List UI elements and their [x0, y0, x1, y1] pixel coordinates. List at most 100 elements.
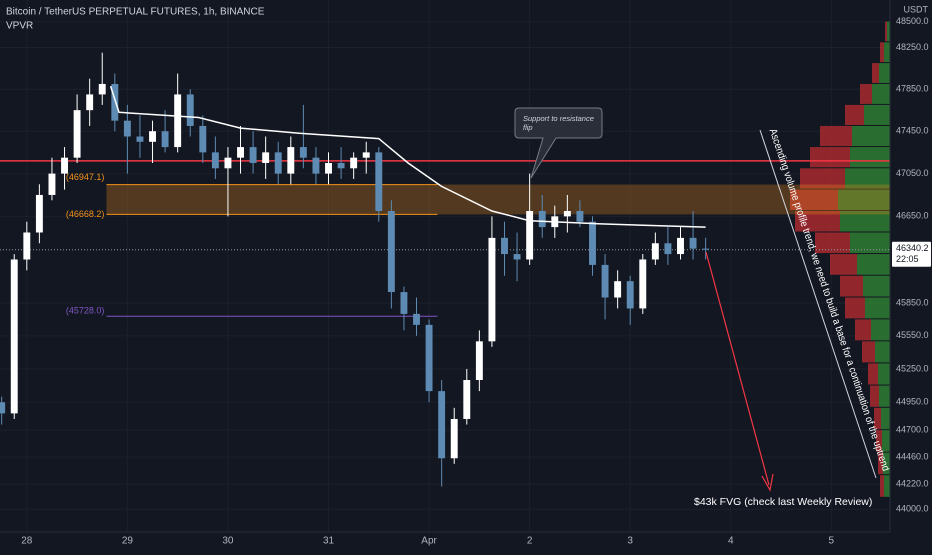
note-line: [759, 129, 877, 479]
candle-body: [626, 281, 634, 309]
profile-sell: [795, 210, 840, 232]
profile-buy: [850, 232, 890, 254]
profile-sell: [790, 189, 838, 210]
profile-buy: [852, 125, 890, 147]
candle-body: [538, 210, 546, 228]
profile-sell: [800, 168, 845, 189]
y-tick-label: 44460.0: [896, 451, 929, 461]
y-tick-label: 46650.0: [896, 211, 929, 221]
profile-sell: [870, 385, 879, 407]
candle-body: [362, 152, 370, 158]
profile-buy: [883, 452, 890, 475]
candle-body: [48, 173, 56, 195]
profile-sell: [878, 452, 883, 475]
profile-buy: [845, 168, 890, 189]
profile-sell: [880, 42, 884, 63]
candle-body: [375, 152, 383, 211]
candle-body: [211, 152, 219, 169]
x-tick-label: 31: [323, 536, 335, 547]
candle-body: [199, 125, 207, 153]
profile-sell: [874, 407, 881, 430]
profile-sell: [855, 319, 871, 341]
x-tick-label: 30: [222, 536, 234, 547]
x-tick-label: 28: [21, 536, 33, 547]
candle-body: [61, 157, 68, 174]
candle-body: [224, 157, 232, 169]
profile-buy: [864, 104, 890, 125]
y-tick-label: 45250.0: [896, 363, 929, 373]
candle-body: [702, 248, 710, 250]
candle-body: [98, 83, 106, 95]
callout-box: [514, 107, 603, 179]
levels: (46947.1) (46668.2) (45728.0): [0, 160, 890, 317]
candle-body: [174, 94, 182, 148]
profile-buy: [884, 42, 890, 63]
candle-body: [136, 136, 144, 142]
candle-body: [589, 221, 596, 265]
axes: 48500.0 48250.0 47850.0 47450.0 47050.0 46650…: [21, 16, 931, 547]
candle-body: [123, 120, 131, 137]
profile-buy: [872, 83, 890, 104]
candle-body: [664, 243, 672, 255]
candle-body: [413, 313, 420, 325]
profile-buy: [863, 275, 890, 297]
profile-sell: [830, 254, 857, 275]
countdown-label: 22:05: [896, 254, 919, 264]
candle-body: [299, 147, 307, 158]
profile-sell: [840, 275, 863, 297]
currency-label: USDT: [904, 4, 929, 14]
candle-body: [186, 94, 194, 126]
x-tick-label: Apr: [421, 536, 437, 547]
x-tick-label: 4: [728, 536, 734, 547]
indicator-label: VPVR: [6, 21, 33, 32]
candle-body: [513, 254, 521, 260]
candle-body: [262, 152, 270, 163]
candle-body: [337, 162, 345, 169]
profile-sell: [860, 83, 872, 104]
candle-body: [463, 380, 471, 419]
profile-sell: [880, 475, 884, 497]
price-axis: [890, 0, 932, 550]
profile-sell: [868, 363, 878, 385]
candle-body: [475, 341, 483, 381]
candle-body: [601, 264, 609, 298]
callout-text: Support to resistance: [523, 114, 594, 123]
candle-body: [350, 157, 358, 169]
profile-buy: [838, 189, 890, 210]
candle-body: [35, 194, 43, 233]
candle-body: [249, 147, 257, 163]
zone-label: (46947.1): [66, 172, 105, 182]
profile-buy: [882, 430, 890, 452]
volume-profile: [790, 21, 890, 497]
x-tick-label: 2: [527, 536, 533, 547]
candle-body: [0, 402, 6, 414]
profile-sell: [815, 232, 850, 254]
candle-body: [526, 210, 534, 260]
candle-body: [86, 94, 94, 111]
profile-buy: [884, 475, 890, 497]
y-tick-label: 44220.0: [896, 479, 929, 489]
profile-sell: [845, 104, 864, 125]
candle-body: [639, 259, 647, 309]
zone: [106, 184, 890, 215]
y-tick-label: 44000.0: [896, 504, 929, 514]
candle-body: [274, 152, 282, 174]
candle-body: [576, 210, 584, 222]
target-arrow: [705, 251, 770, 486]
profile-buy: [887, 21, 890, 42]
candle-body: [651, 243, 659, 260]
y-tick-label: 44950.0: [896, 397, 929, 407]
target-text: $43k FVG (check last Weekly Review): [694, 496, 872, 508]
candle-body: [614, 281, 622, 298]
candle-body: [425, 324, 433, 392]
grid: [0, 0, 890, 532]
profile-sell: [885, 21, 887, 42]
candle-body: [438, 391, 446, 459]
profile-sell: [845, 297, 865, 319]
profile-sell: [876, 430, 882, 452]
y-tick-label: 48250.0: [896, 42, 929, 52]
candle-body: [73, 110, 81, 158]
candle-body: [111, 83, 119, 121]
candle-body: [488, 237, 496, 342]
